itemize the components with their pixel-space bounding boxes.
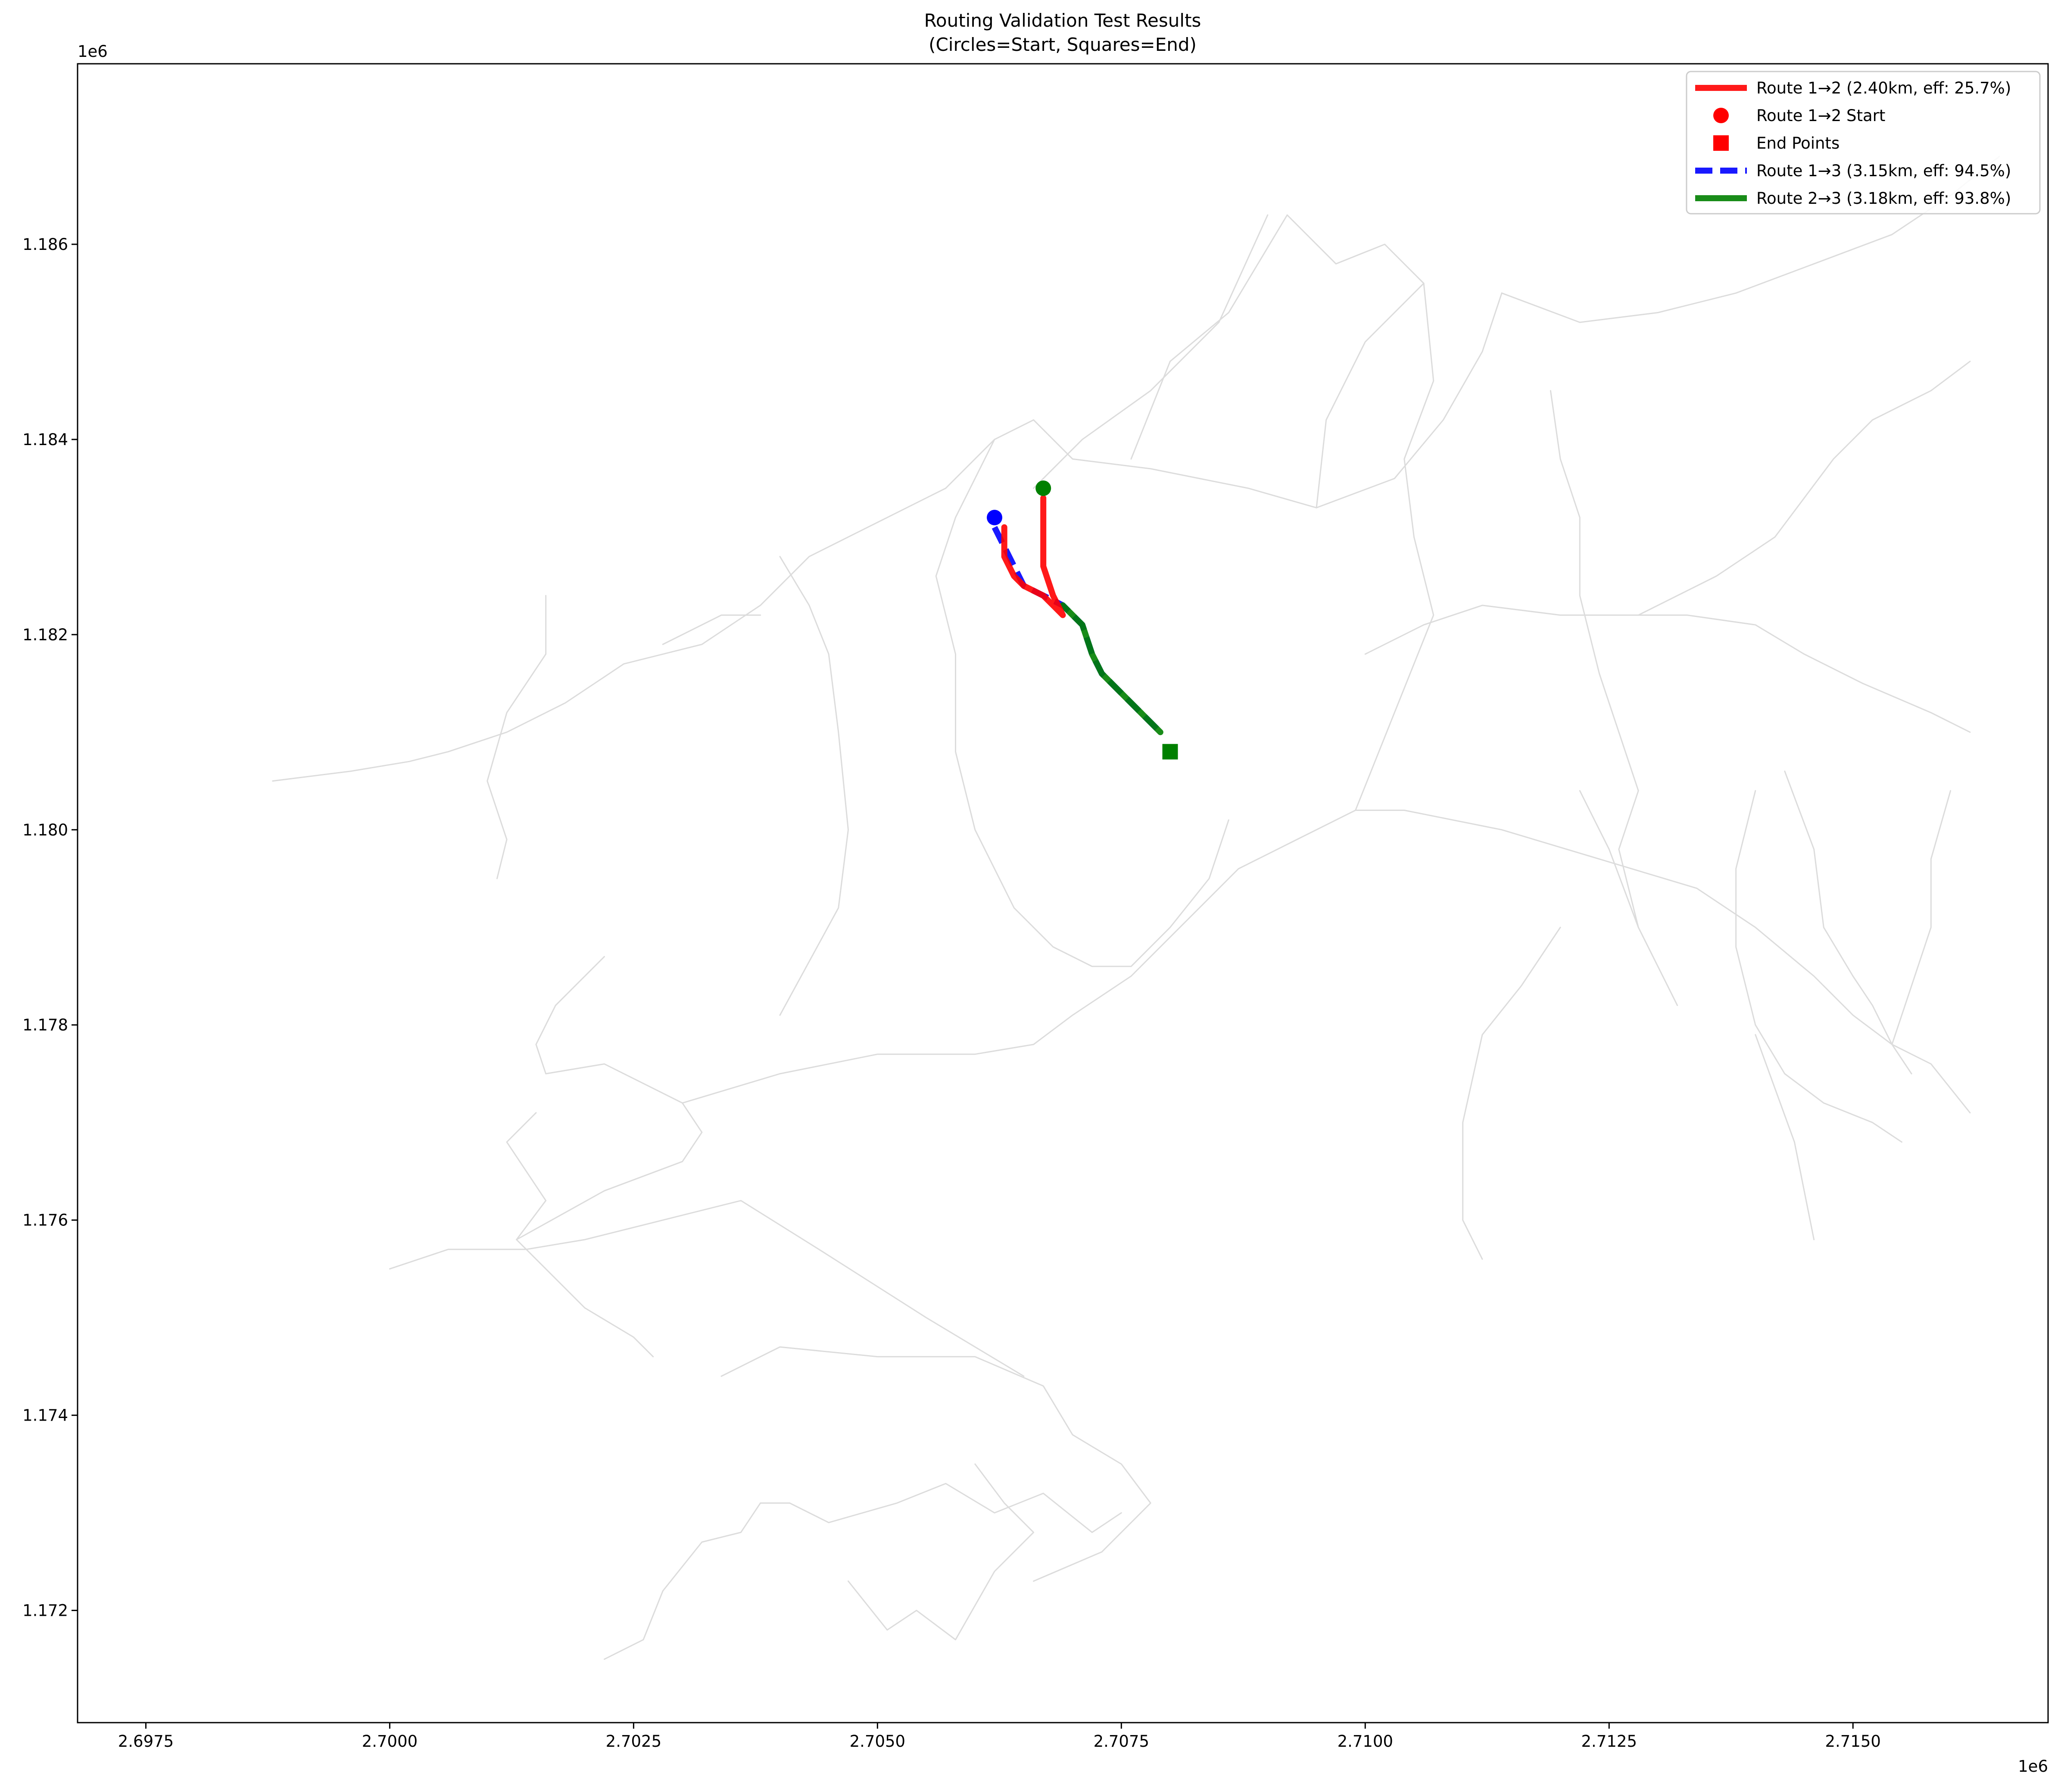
y-tick-label-3: 1.178 bbox=[22, 1016, 68, 1035]
x-tick-label-6: 2.7125 bbox=[1581, 1732, 1637, 1751]
legend-swatch-2 bbox=[1713, 135, 1729, 151]
road-segment-2 bbox=[848, 1463, 1035, 1640]
marker-start-1 bbox=[987, 510, 1003, 526]
legend-swatch-1 bbox=[1713, 108, 1729, 123]
route-line-1 bbox=[1060, 602, 1163, 735]
road-segment-21 bbox=[1579, 790, 1639, 928]
x-tick-label-7: 2.7150 bbox=[1825, 1732, 1880, 1751]
y-tick-label-1: 1.174 bbox=[22, 1406, 68, 1425]
legend-label-3: Route 1→3 (3.15km, eff: 94.5%) bbox=[1756, 162, 2011, 180]
road-segment-8 bbox=[272, 419, 1035, 782]
x-tick-label-0: 2.6975 bbox=[118, 1732, 174, 1751]
x-tick-label-2: 2.7025 bbox=[606, 1732, 661, 1751]
y-tick-label-2: 1.176 bbox=[22, 1211, 68, 1230]
x-tick-label-5: 2.7100 bbox=[1338, 1732, 1393, 1751]
road-segment-16 bbox=[662, 614, 761, 645]
chart-title: Routing Validation Test Results bbox=[924, 10, 1201, 31]
x-tick-label-4: 2.7075 bbox=[1094, 1732, 1149, 1751]
road-segment-5 bbox=[516, 956, 703, 1240]
road-segment-12 bbox=[1033, 214, 1269, 489]
route-markers bbox=[987, 480, 1178, 760]
road-segment-6 bbox=[506, 1112, 547, 1240]
legend-label-0: Route 1→2 (2.40km, eff: 25.7%) bbox=[1756, 79, 2011, 97]
marker-start-2 bbox=[1035, 480, 1051, 496]
road-segment-24 bbox=[1891, 790, 1952, 1045]
chart-subtitle: (Circles=Start, Squares=End) bbox=[929, 34, 1197, 55]
legend-label-1: Route 1→2 Start bbox=[1756, 106, 1885, 125]
y-tick-label-4: 1.180 bbox=[22, 821, 68, 839]
road-segment-18 bbox=[1637, 361, 1971, 616]
route-lines bbox=[992, 495, 1163, 735]
road-segment-17 bbox=[1364, 605, 1971, 733]
axes-background bbox=[78, 64, 2048, 1723]
y-axis-ticks: 1.172 1.174 1.176 1.178 1.180 1.182 1.184 1.186 bbox=[22, 235, 78, 1620]
route-line-2 bbox=[1001, 495, 1066, 618]
x-tick-label-1: 2.7000 bbox=[362, 1732, 418, 1751]
road-segment-14 bbox=[779, 556, 849, 1016]
y-tick-label-7: 1.186 bbox=[22, 235, 68, 254]
x-offset-label: 1e6 bbox=[2018, 1757, 2048, 1776]
y-tick-label-0: 1.172 bbox=[22, 1602, 68, 1620]
road-segment-23 bbox=[1735, 790, 1902, 1143]
legend-box bbox=[1686, 71, 2041, 215]
road-segment-25 bbox=[1755, 1034, 1815, 1240]
plot-area bbox=[77, 63, 2049, 1723]
y-tick-label-6: 1.184 bbox=[22, 430, 68, 449]
road-segment-13 bbox=[935, 439, 1229, 967]
marker-end-3 bbox=[1162, 744, 1178, 760]
road-segment-26 bbox=[1462, 926, 1561, 1260]
legend-label-2: End Points bbox=[1756, 134, 1840, 153]
road-segment-20 bbox=[1550, 390, 1678, 1006]
legend: Route 1→2 (2.40km, eff: 25.7%) Route 1→2 … bbox=[1686, 71, 2041, 215]
road-segment-15 bbox=[486, 595, 547, 879]
road-segment-3 bbox=[389, 1200, 1025, 1377]
x-tick-label-3: 2.7050 bbox=[850, 1732, 905, 1751]
y-offset-label: 1e6 bbox=[78, 42, 108, 61]
road-segment-1 bbox=[720, 1346, 1151, 1582]
road-segment-11 bbox=[1316, 283, 1425, 508]
x-axis-ticks: 2.6975 2.7000 2.7025 2.7050 2.7075 2.7100 2.71… bbox=[118, 1723, 1881, 1751]
road-segment-4 bbox=[516, 1239, 654, 1358]
road-segment-0 bbox=[604, 1483, 1122, 1660]
y-tick-label-5: 1.182 bbox=[22, 626, 68, 644]
legend-label-4: Route 2→3 (3.18km, eff: 93.8%) bbox=[1756, 189, 2011, 208]
axes-frame bbox=[77, 63, 2049, 1723]
